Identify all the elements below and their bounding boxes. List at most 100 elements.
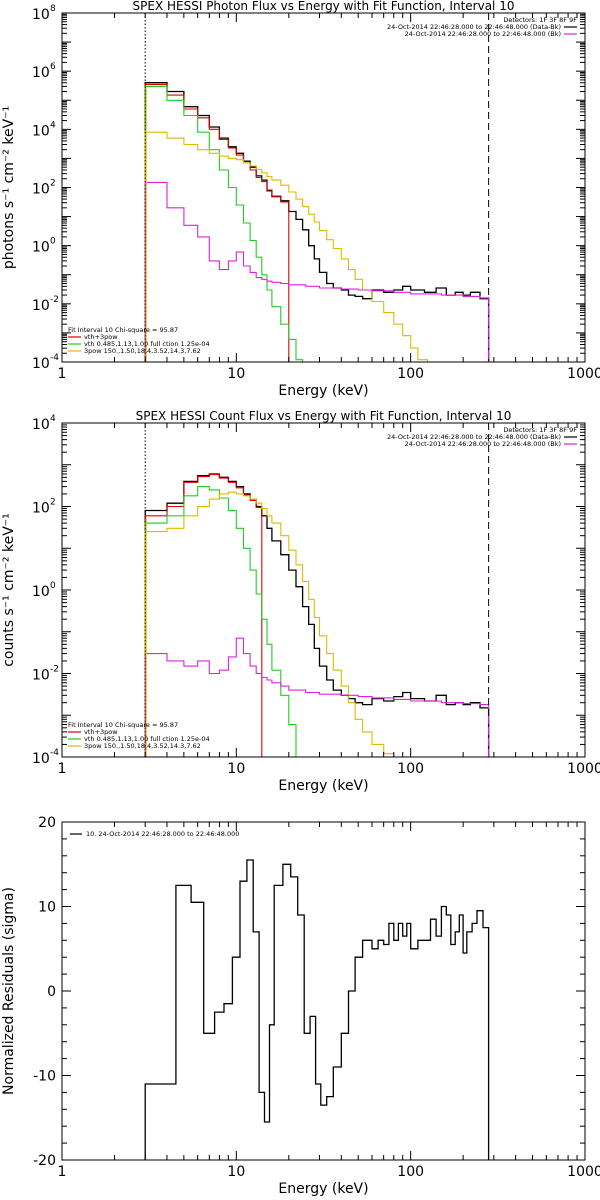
series-total-line bbox=[144, 474, 263, 757]
y-axis-label: counts s⁻¹ cm⁻² keV⁻¹ bbox=[1, 513, 17, 667]
y-tick-label: 10 4 bbox=[32, 120, 56, 139]
y-tick-label: 10 2 bbox=[32, 179, 56, 198]
x-tick-label: 1 bbox=[58, 366, 67, 382]
plot-frame bbox=[61, 422, 586, 758]
chart-title: SPEX HESSI Count Flux vs Energy with Fit… bbox=[136, 409, 512, 423]
y-tick-base: 10 bbox=[32, 417, 50, 433]
series-background-line bbox=[144, 637, 490, 757]
y-tick-label: 10 -4 bbox=[32, 353, 59, 372]
y-tick-label: 10 4 bbox=[32, 414, 56, 433]
y-tick-exponent: -2 bbox=[50, 295, 59, 305]
legend-bottom-left-entry: vth 0.485,1.13,1.00 full ction 1.25e-04 bbox=[84, 735, 210, 743]
series-thermal-line bbox=[144, 486, 297, 757]
y-tick-label: 10 6 bbox=[32, 62, 56, 81]
x-tick-label: 1000 bbox=[567, 1164, 600, 1180]
series-powerlaw-line bbox=[144, 491, 411, 757]
y-tick-label: 10 0 bbox=[32, 581, 56, 600]
x-tick-label: 1000 bbox=[567, 366, 600, 382]
legend-top-right-entry: Detectors: 1F 3F 8F 9F bbox=[503, 426, 577, 434]
legend-bottom-left-entry: vth+3pow bbox=[84, 333, 118, 341]
y-tick-label: 20 bbox=[38, 815, 56, 831]
y-tick-label: -10 bbox=[33, 1069, 56, 1085]
y-axis-label: photons s⁻¹ cm⁻² keV⁻¹ bbox=[1, 106, 17, 269]
y-tick-base: 10 bbox=[32, 356, 50, 372]
legend-bottom-left-entry: 3pow 150.,1.50,18.4,3.52,14.3,7.62 bbox=[84, 347, 201, 355]
y-tick-base: 10 bbox=[32, 123, 50, 139]
x-tick-label: 100 bbox=[397, 366, 424, 382]
y-tick-label: 10 8 bbox=[32, 4, 56, 23]
y-tick-exponent: 4 bbox=[50, 414, 56, 424]
x-tick-label: 10 bbox=[227, 1164, 245, 1180]
x-tick-label: 10 bbox=[227, 761, 245, 777]
y-tick-exponent: 2 bbox=[50, 498, 56, 508]
plot-frame bbox=[61, 12, 586, 363]
legend-top-right-entry: 24-Oct-2014 22:46:28.000 to 22:46:48.000… bbox=[405, 440, 561, 448]
series-group bbox=[144, 473, 490, 757]
x-tick-label: 1 bbox=[58, 761, 67, 777]
y-tick-exponent: 6 bbox=[50, 62, 56, 72]
series-total-line bbox=[144, 83, 290, 362]
y-tick-base: 10 bbox=[32, 668, 50, 684]
x-axis-label: Energy (keV) bbox=[278, 1181, 368, 1197]
plot-frame bbox=[61, 821, 586, 1161]
legend-top-right-entry: 24-Oct-2014 22:46:28.000 to 22:46:48.000… bbox=[387, 23, 561, 31]
y-tick-label: 10 2 bbox=[32, 498, 56, 517]
legend-top-right-entry: Detectors: 1F 3F 8F 9F bbox=[503, 16, 577, 24]
y-axis-label: Normalized Residuals (sigma) bbox=[1, 887, 17, 1095]
y-tick-label: 10 -2 bbox=[32, 295, 59, 314]
y-tick-exponent: -4 bbox=[50, 353, 59, 363]
x-tick-label: 1000 bbox=[567, 761, 600, 777]
y-tick-label: 0 bbox=[47, 984, 56, 1000]
series-thermal-line bbox=[144, 85, 304, 362]
series-data-line bbox=[144, 82, 490, 362]
y-tick-exponent: 4 bbox=[50, 120, 56, 130]
y-tick-base: 10 bbox=[32, 182, 50, 198]
legend-bottom-left: Fit Interval 10 Chi-square = 95.87vth+3p… bbox=[68, 326, 210, 355]
legend-bottom-left-entry: 3pow 150.,1.50,18.4,3.52,14.3,7.62 bbox=[84, 742, 201, 750]
legend-bottom-left-entry: Fit Interval 10 Chi-square = 95.87 bbox=[68, 721, 178, 729]
y-tick-label: 10 -4 bbox=[32, 748, 59, 767]
series-group bbox=[144, 82, 490, 362]
y-tick-base: 10 bbox=[32, 7, 50, 23]
x-axis-label: Energy (keV) bbox=[278, 778, 368, 794]
legend-bottom-left: Fit Interval 10 Chi-square = 95.87vth+3p… bbox=[68, 721, 210, 750]
y-tick-label: -20 bbox=[33, 1153, 56, 1169]
chart-title: SPEX HESSI Photon Flux vs Energy with Fi… bbox=[133, 0, 515, 13]
series-data-line bbox=[144, 859, 490, 1160]
series-data-line bbox=[144, 473, 490, 757]
y-tick-base: 10 bbox=[32, 298, 50, 314]
x-axis-label: Energy (keV) bbox=[278, 383, 368, 399]
y-tick-label: 10 -2 bbox=[32, 665, 59, 684]
legend-bottom-left-entry: Fit Interval 10 Chi-square = 95.87 bbox=[68, 326, 178, 334]
y-tick-exponent: 0 bbox=[50, 237, 56, 247]
y-tick-base: 10 bbox=[32, 501, 50, 517]
y-tick-base: 10 bbox=[32, 240, 50, 256]
legend-top-right-entry: 24-Oct-2014 22:46:28.000 to 22:46:48.000… bbox=[387, 433, 561, 441]
y-tick-label: 10 bbox=[38, 900, 56, 916]
series-powerlaw-line bbox=[144, 131, 429, 362]
series-background-line bbox=[144, 181, 490, 362]
x-tick-label: 100 bbox=[397, 1164, 424, 1180]
y-tick-exponent: -4 bbox=[50, 748, 59, 758]
panel-3: 1 10 100 1000 -20 -10 0 10 20 Energy (keV) Normali… bbox=[1, 815, 600, 1197]
y-tick-label: 10 0 bbox=[32, 237, 56, 256]
y-tick-base: 10 bbox=[32, 751, 50, 767]
legend-top-left-entry: 10. 24-Oct-2014 22:46:28.000 to 22:46:48… bbox=[86, 830, 239, 838]
legend-top-left: 10. 24-Oct-2014 22:46:28.000 to 22:46:48… bbox=[70, 830, 239, 838]
series-group bbox=[144, 859, 490, 1160]
y-tick-exponent: 8 bbox=[50, 4, 56, 14]
x-tick-label: 100 bbox=[397, 761, 424, 777]
y-tick-exponent: 0 bbox=[50, 581, 56, 591]
x-tick-label: 1 bbox=[58, 1164, 67, 1180]
legend-bottom-left-entry: vth+3pow bbox=[84, 728, 118, 736]
y-tick-base: 10 bbox=[32, 584, 50, 600]
x-tick-label: 10 bbox=[227, 366, 245, 382]
legend-bottom-left-entry: vth 0.485,1.13,1.00 full ction 1.25e-04 bbox=[84, 340, 210, 348]
y-tick-exponent: 2 bbox=[50, 179, 56, 189]
